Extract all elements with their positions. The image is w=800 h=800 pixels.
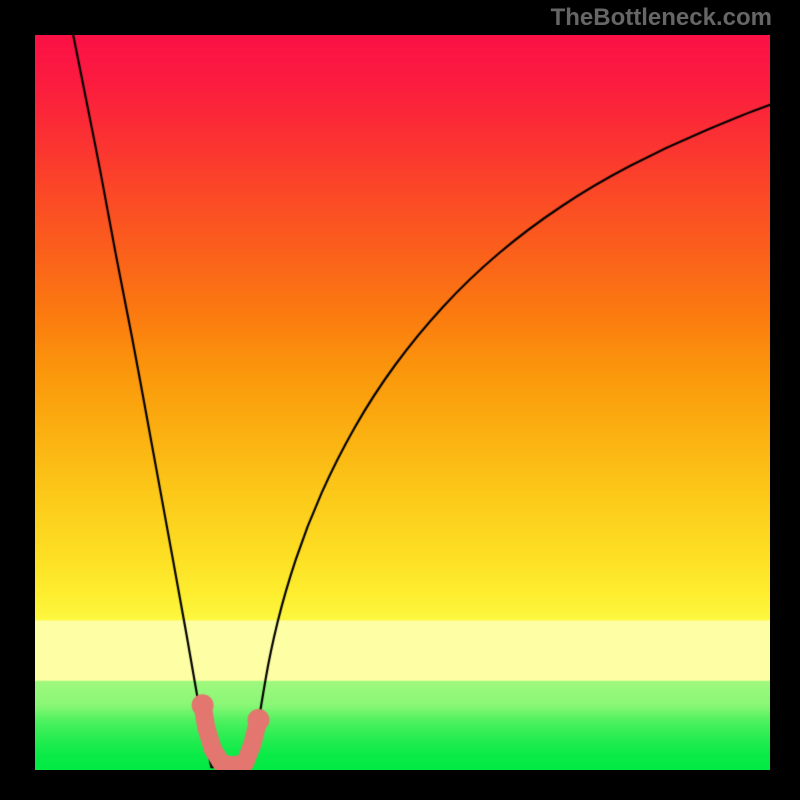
plot-area [35,35,770,770]
watermark-text: TheBottleneck.com [551,4,772,32]
bottleneck-curves [35,35,770,770]
figure-stage: TheBottleneck.com [0,0,800,800]
